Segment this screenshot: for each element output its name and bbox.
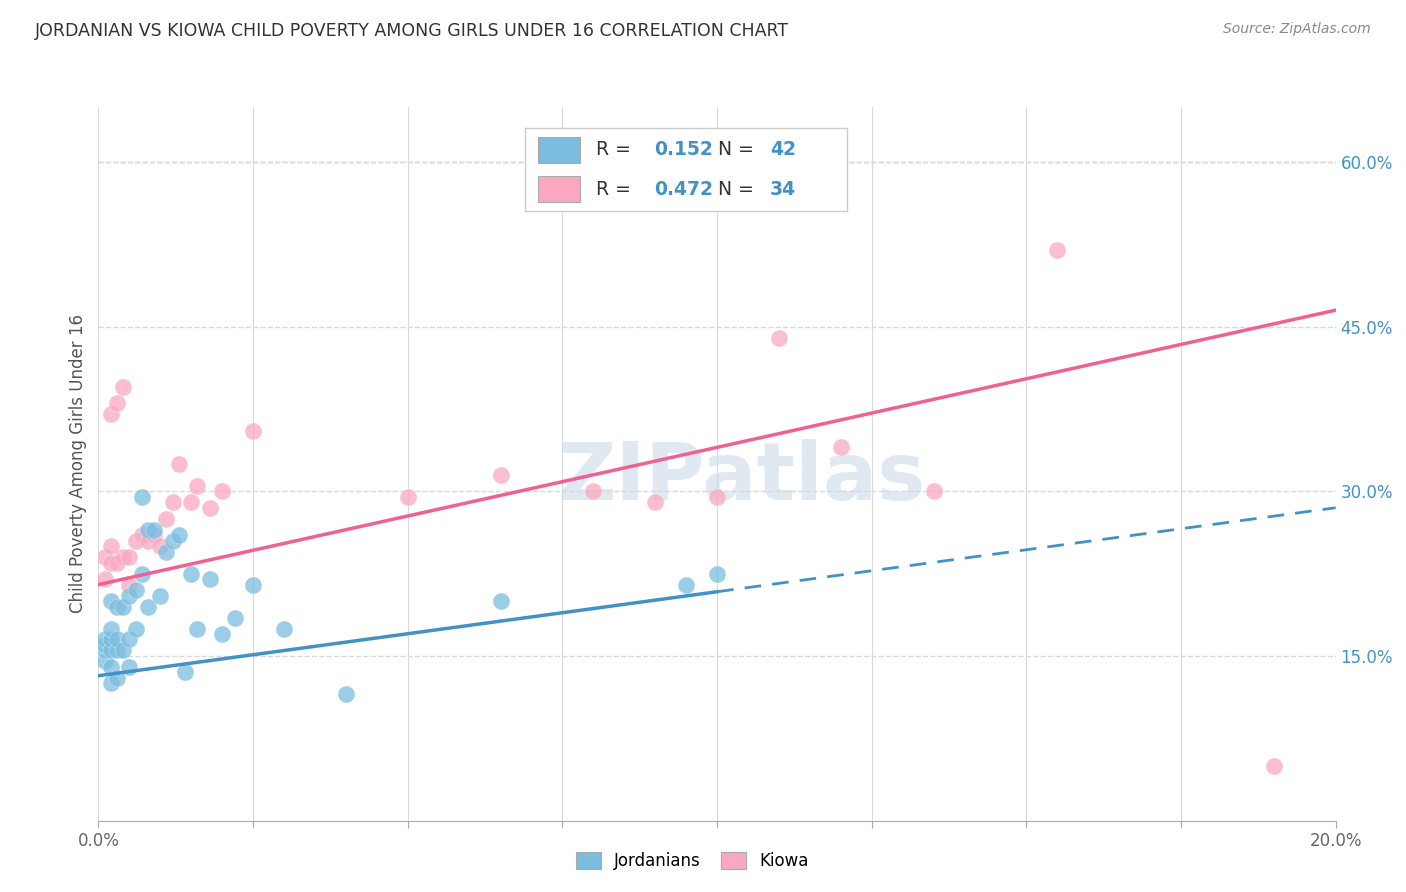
Point <box>105 643 128 657</box>
Point <box>186 622 208 636</box>
Point <box>124 533 146 548</box>
Point <box>162 495 184 509</box>
Point <box>162 533 184 548</box>
Point <box>93 655 115 669</box>
Point <box>198 572 221 586</box>
Point <box>922 484 945 499</box>
Point <box>93 550 115 565</box>
Point <box>211 484 233 499</box>
Point <box>112 643 135 657</box>
Point <box>675 577 697 591</box>
Point <box>768 330 790 344</box>
Point <box>830 441 852 455</box>
Point <box>105 599 128 614</box>
Text: ZIPatlas: ZIPatlas <box>558 439 927 517</box>
Point <box>396 490 419 504</box>
Point <box>100 594 122 608</box>
Point <box>131 490 153 504</box>
Point <box>242 424 264 438</box>
Y-axis label: Child Poverty Among Girls Under 16: Child Poverty Among Girls Under 16 <box>69 314 87 614</box>
Point <box>143 523 166 537</box>
Point <box>105 556 128 570</box>
Text: JORDANIAN VS KIOWA CHILD POVERTY AMONG GIRLS UNDER 16 CORRELATION CHART: JORDANIAN VS KIOWA CHILD POVERTY AMONG G… <box>35 22 789 40</box>
Point <box>167 528 190 542</box>
Point <box>118 660 141 674</box>
Point <box>93 638 115 652</box>
Point <box>93 572 115 586</box>
Point <box>118 589 141 603</box>
Point <box>706 566 728 581</box>
Point <box>180 495 202 509</box>
Point <box>136 533 159 548</box>
Point <box>100 622 122 636</box>
Point <box>167 457 190 471</box>
Point <box>100 632 122 647</box>
Point <box>118 550 141 565</box>
Point <box>93 632 115 647</box>
Point <box>644 495 666 509</box>
Point <box>211 627 233 641</box>
Point <box>335 687 357 701</box>
Point <box>582 484 605 499</box>
Point <box>124 583 146 598</box>
Point <box>224 610 246 624</box>
Point <box>136 599 159 614</box>
Point <box>131 528 153 542</box>
Point <box>136 523 159 537</box>
Point <box>273 622 295 636</box>
Point <box>1263 758 1285 772</box>
Point <box>100 408 122 422</box>
Point <box>489 467 512 482</box>
Point <box>100 660 122 674</box>
Point <box>155 512 177 526</box>
Point <box>149 589 172 603</box>
Text: Source: ZipAtlas.com: Source: ZipAtlas.com <box>1223 22 1371 37</box>
Point <box>489 594 512 608</box>
Point <box>118 577 141 591</box>
Point <box>242 577 264 591</box>
Point <box>105 632 128 647</box>
Point <box>100 643 122 657</box>
Point <box>100 556 122 570</box>
Point <box>124 622 146 636</box>
Point <box>174 665 197 680</box>
Point <box>100 676 122 690</box>
Point <box>105 396 128 410</box>
Point <box>105 671 128 685</box>
Point <box>118 632 141 647</box>
Point <box>100 539 122 553</box>
Point <box>1046 243 1069 257</box>
Point <box>112 599 135 614</box>
Point <box>93 643 115 657</box>
Point <box>131 566 153 581</box>
Point <box>180 566 202 581</box>
Point <box>149 539 172 553</box>
Point <box>143 528 166 542</box>
Point <box>198 500 221 515</box>
Point <box>706 490 728 504</box>
Point <box>186 479 208 493</box>
Point <box>112 380 135 394</box>
Point <box>155 544 177 558</box>
Point <box>112 550 135 565</box>
Legend: Jordanians, Kiowa: Jordanians, Kiowa <box>569 845 815 877</box>
